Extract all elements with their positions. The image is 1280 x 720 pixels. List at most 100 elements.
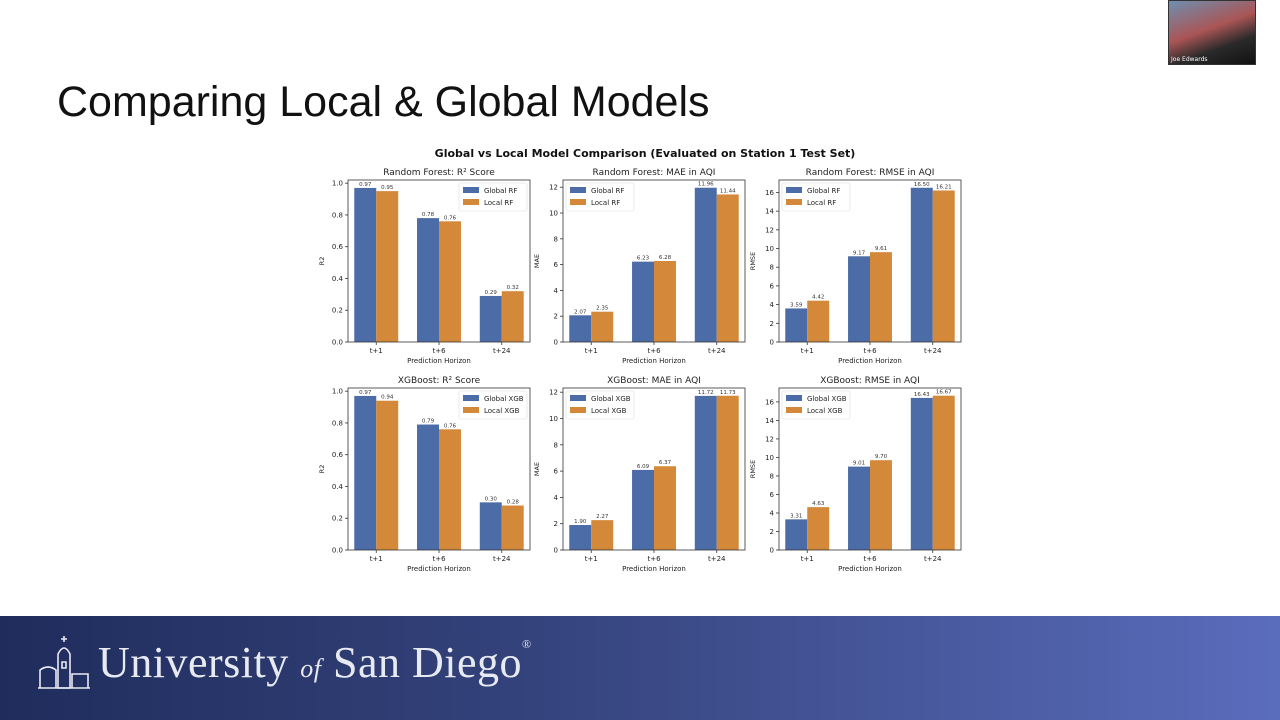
x-tick-label: t+6 (432, 555, 446, 563)
bar-data-label: 0.95 (381, 185, 394, 191)
y-tick-label: 0.4 (332, 275, 344, 283)
legend-swatch (570, 187, 586, 193)
bar-data-label: 2.27 (596, 514, 609, 520)
bar (591, 311, 614, 342)
bar-data-label: 0.32 (507, 285, 519, 291)
participant-name: Joe Edwards (1171, 56, 1208, 63)
legend-entry: Global RF (807, 187, 840, 195)
bar-data-label: 16.50 (914, 182, 930, 188)
bar-data-label: 6.28 (659, 255, 672, 261)
legend: Global XGB Local XGB (565, 390, 635, 420)
bar-data-label: 6.37 (659, 460, 672, 466)
y-tick-label: 10 (765, 454, 774, 462)
bar-data-label: 0.76 (444, 423, 457, 429)
bar-data-label: 0.97 (359, 390, 372, 396)
legend-entry: Local RF (807, 199, 836, 207)
legend-swatch (786, 187, 802, 193)
x-tick-label: t+24 (708, 555, 726, 563)
legend-swatch (786, 407, 802, 413)
bar (591, 520, 614, 550)
bar (716, 395, 739, 550)
bar-data-label: 11.96 (698, 182, 714, 188)
bar-data-label: 11.72 (698, 390, 714, 396)
legend-entry: Global XGB (807, 395, 847, 403)
bar (439, 221, 461, 342)
y-tick-label: 0.6 (332, 243, 344, 251)
y-tick-label: 10 (549, 415, 558, 423)
y-tick-label: 0 (554, 547, 558, 555)
y-tick-label: 6 (770, 282, 775, 290)
legend-swatch (463, 407, 479, 413)
bar-data-label: 0.76 (444, 215, 457, 221)
subplot-title: Random Forest: R² Score (383, 168, 495, 178)
x-tick-label: t+6 (863, 555, 877, 563)
participant-video-tile[interactable]: Joe Edwards (1168, 0, 1256, 65)
y-tick-label: 2 (554, 520, 558, 528)
bar (785, 519, 808, 550)
y-axis-label: RMSE (749, 252, 757, 270)
y-tick-label: 0.0 (332, 547, 343, 555)
bar (848, 466, 870, 550)
y-tick-label: 8 (770, 264, 774, 272)
bar-data-label: 16.67 (936, 390, 952, 396)
x-tick-label: t+6 (863, 347, 877, 355)
y-tick-label: 1.0 (332, 180, 343, 188)
bar (785, 308, 808, 342)
bar-data-label: 0.97 (359, 182, 372, 188)
y-tick-label: 6 (770, 491, 775, 499)
bar-data-label: 9.61 (875, 246, 887, 252)
y-tick-label: 0.8 (332, 419, 343, 427)
bar-data-label: 0.79 (422, 419, 435, 425)
x-tick-label: t+24 (493, 347, 511, 355)
y-tick-label: 1.0 (332, 388, 343, 396)
bar (376, 191, 399, 342)
subplot-5: XGBoost: RMSE in AQI 3.31 9.01 16.43 4.63 9.7… (749, 376, 962, 573)
bar (807, 300, 830, 342)
bar (501, 291, 524, 342)
bar (694, 395, 717, 550)
logo-registered-mark: ® (522, 636, 532, 651)
y-tick-label: 0.2 (332, 307, 343, 315)
bar (479, 502, 502, 550)
y-tick-label: 8 (554, 235, 558, 243)
legend: Global RF Local RF (781, 182, 851, 212)
y-tick-label: 12 (765, 435, 774, 443)
bar (932, 395, 955, 550)
y-tick-label: 12 (549, 389, 558, 397)
y-tick-label: 2 (770, 528, 774, 536)
bar-data-label: 3.31 (790, 513, 802, 519)
bar-data-label: 0.78 (422, 212, 435, 218)
comparison-charts: Random Forest: R² Score 0.97 0.78 0.29 0.95 0… (318, 168, 962, 573)
subplot-0: Random Forest: R² Score 0.97 0.78 0.29 0.95 0… (318, 168, 531, 365)
x-tick-label: t+24 (493, 555, 511, 563)
subplot-3: XGBoost: R² Score 0.97 0.79 0.30 0.94 0.76 0.2… (318, 376, 531, 573)
legend-entry: Local RF (591, 199, 620, 207)
x-tick-label: t+6 (432, 347, 446, 355)
legend-swatch (463, 199, 479, 205)
y-tick-label: 2 (770, 320, 774, 328)
y-tick-label: 8 (770, 472, 774, 480)
y-tick-label: 0.6 (332, 451, 344, 459)
bar-data-label: 16.21 (936, 184, 952, 190)
y-tick-label: 6 (554, 261, 559, 269)
x-tick-label: t+6 (647, 555, 661, 563)
bar-data-label: 11.44 (720, 188, 736, 194)
legend-entry: Local XGB (591, 407, 627, 415)
x-tick-label: t+1 (801, 555, 814, 563)
bar-data-label: 9.17 (853, 250, 866, 256)
bar-data-label: 2.07 (574, 309, 587, 315)
subplot-4: XGBoost: MAE in AQI 1.90 6.09 11.72 2.27 6.37… (533, 376, 746, 573)
y-tick-label: 4 (770, 509, 775, 517)
y-axis-label: RMSE (749, 460, 757, 478)
subplot-2: Random Forest: RMSE in AQI 3.59 9.17 16.50 4… (749, 168, 962, 365)
bar (354, 395, 377, 550)
bar (632, 469, 654, 550)
bar (870, 460, 892, 550)
y-axis-label: MAE (533, 254, 541, 268)
y-tick-label: 16 (765, 189, 774, 197)
bar (694, 187, 717, 342)
bar (910, 187, 933, 342)
bar-data-label: 2.35 (596, 306, 609, 312)
bar (569, 315, 592, 342)
bar-data-label: 0.28 (507, 500, 520, 506)
